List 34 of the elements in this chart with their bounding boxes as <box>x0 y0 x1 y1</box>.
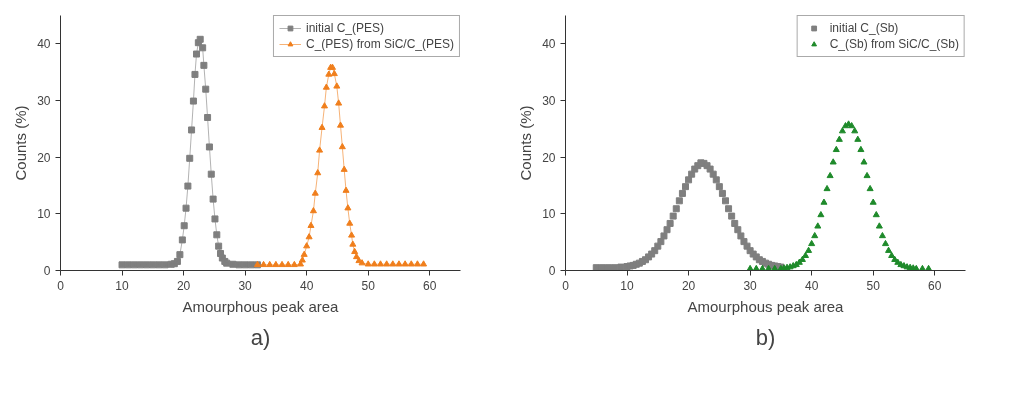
x-tick-label: 50 <box>361 278 376 293</box>
legend-label: initial C_(Sb) <box>829 21 899 35</box>
x-tick-label: 50 <box>866 278 881 293</box>
text: b) <box>755 324 776 350</box>
y-axis-title: Counts (%) <box>517 105 535 181</box>
x-tick-label: 20 <box>681 278 696 293</box>
y-tick-label: 40 <box>37 37 51 52</box>
x-tick-label: 20 <box>176 278 191 293</box>
x-axis-title: Amourphous peak area <box>687 297 845 315</box>
x-tick-label: 60 <box>423 278 437 293</box>
x-tick-label: 60 <box>928 278 942 293</box>
legend-label: C_(PES) from SiC/C_(PES) <box>305 37 454 51</box>
x-tick-label: 40 <box>299 278 314 293</box>
y-tick-label: 0 <box>548 264 556 278</box>
y-tick-label: 30 <box>37 94 51 108</box>
y-axis-title: Counts (%) <box>12 105 30 181</box>
y-tick-label: 40 <box>542 37 556 52</box>
y-tick-label: 30 <box>542 94 556 108</box>
legend-label: initial C_(PES) <box>305 21 384 35</box>
y-tick-label: 20 <box>542 150 556 165</box>
y-tick-label: 20 <box>37 150 51 165</box>
x-tick-label: 10 <box>620 278 635 293</box>
y-tick-label: 0 <box>43 264 51 278</box>
x-axis-title: Amourphous peak area <box>182 297 340 315</box>
y-tick-label: 10 <box>542 207 556 222</box>
legend-label: C_(Sb) from SiC/C_(Sb) <box>829 37 959 51</box>
x-tick-label: 30 <box>238 278 253 293</box>
x-tick-label: 0 <box>57 278 65 293</box>
y-tick-label: 10 <box>37 207 51 222</box>
x-tick-label: 10 <box>115 278 130 293</box>
x-tick-label: 0 <box>562 278 570 293</box>
text: a) <box>250 324 271 350</box>
x-tick-label: 30 <box>743 278 758 293</box>
x-tick-label: 40 <box>804 278 819 293</box>
